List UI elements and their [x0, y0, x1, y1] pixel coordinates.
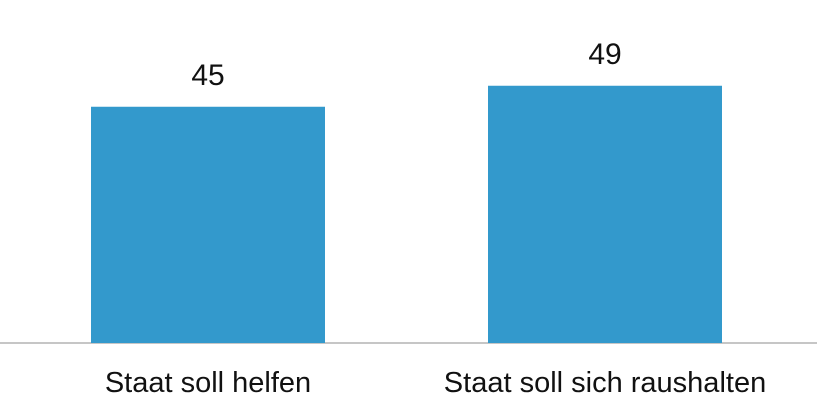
bar-1	[91, 106, 325, 343]
category-labels-group: Staat soll helfen Staat soll sich raushal…	[105, 367, 766, 394]
value-label-1: 45	[191, 59, 224, 92]
category-label-2: Staat soll sich raushalten	[444, 367, 766, 394]
category-label-1: Staat soll helfen	[105, 367, 311, 394]
value-labels-group: 45 49	[191, 38, 621, 92]
bar-2	[488, 85, 722, 343]
value-label-2: 49	[588, 38, 621, 71]
bars-group	[91, 85, 722, 343]
